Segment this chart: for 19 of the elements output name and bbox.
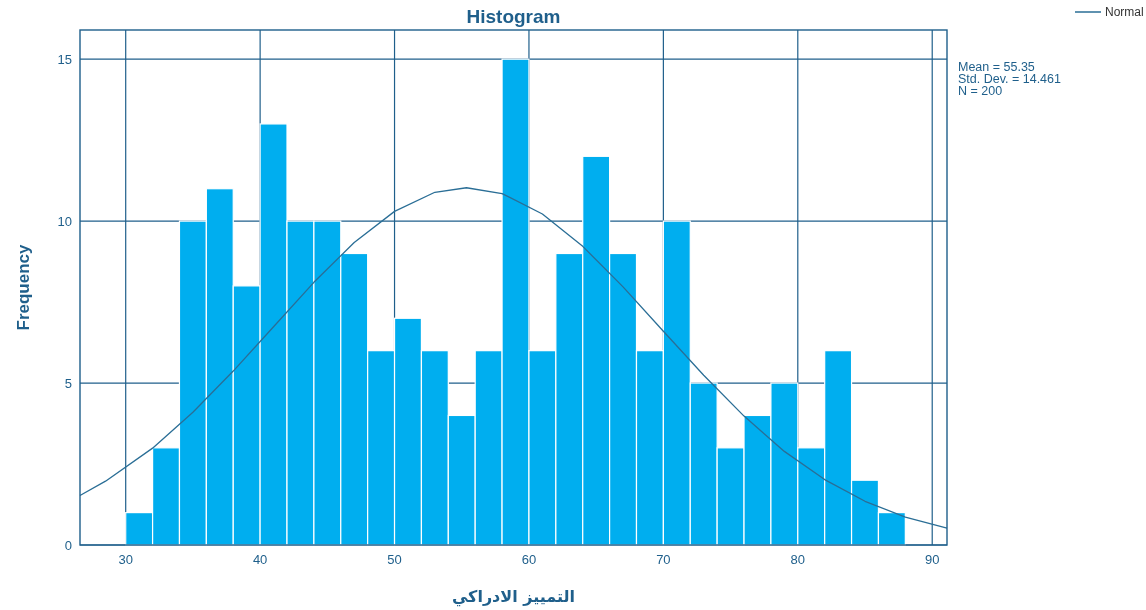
y-tick-label: 10: [57, 213, 72, 229]
y-tick-label: 5: [64, 375, 72, 391]
x-tick-label: 70: [656, 552, 671, 567]
y-tick-label: 15: [57, 51, 72, 67]
text: Mean = 55.35: [958, 60, 1035, 74]
y-axis-title: Frequency: [14, 243, 33, 331]
x-tick-label: 60: [521, 552, 537, 567]
text: Std. Dev. = 14.461: [958, 72, 1062, 86]
x-tick-label: 80: [790, 552, 806, 567]
x-tick-label: 50: [387, 552, 402, 567]
chart-title: Histogram: [466, 6, 561, 27]
x-axis-title: التمييز الادراكي: [451, 587, 576, 607]
x-tick-label: 90: [924, 552, 940, 567]
y-tick-label: 0: [64, 537, 72, 553]
text: N = 200: [958, 84, 1003, 98]
legend: Normal: [1074, 5, 1144, 19]
legend-label: Normal: [1105, 5, 1144, 19]
x-tick-label: 40: [252, 552, 268, 567]
x-tick-label: 30: [118, 552, 133, 567]
